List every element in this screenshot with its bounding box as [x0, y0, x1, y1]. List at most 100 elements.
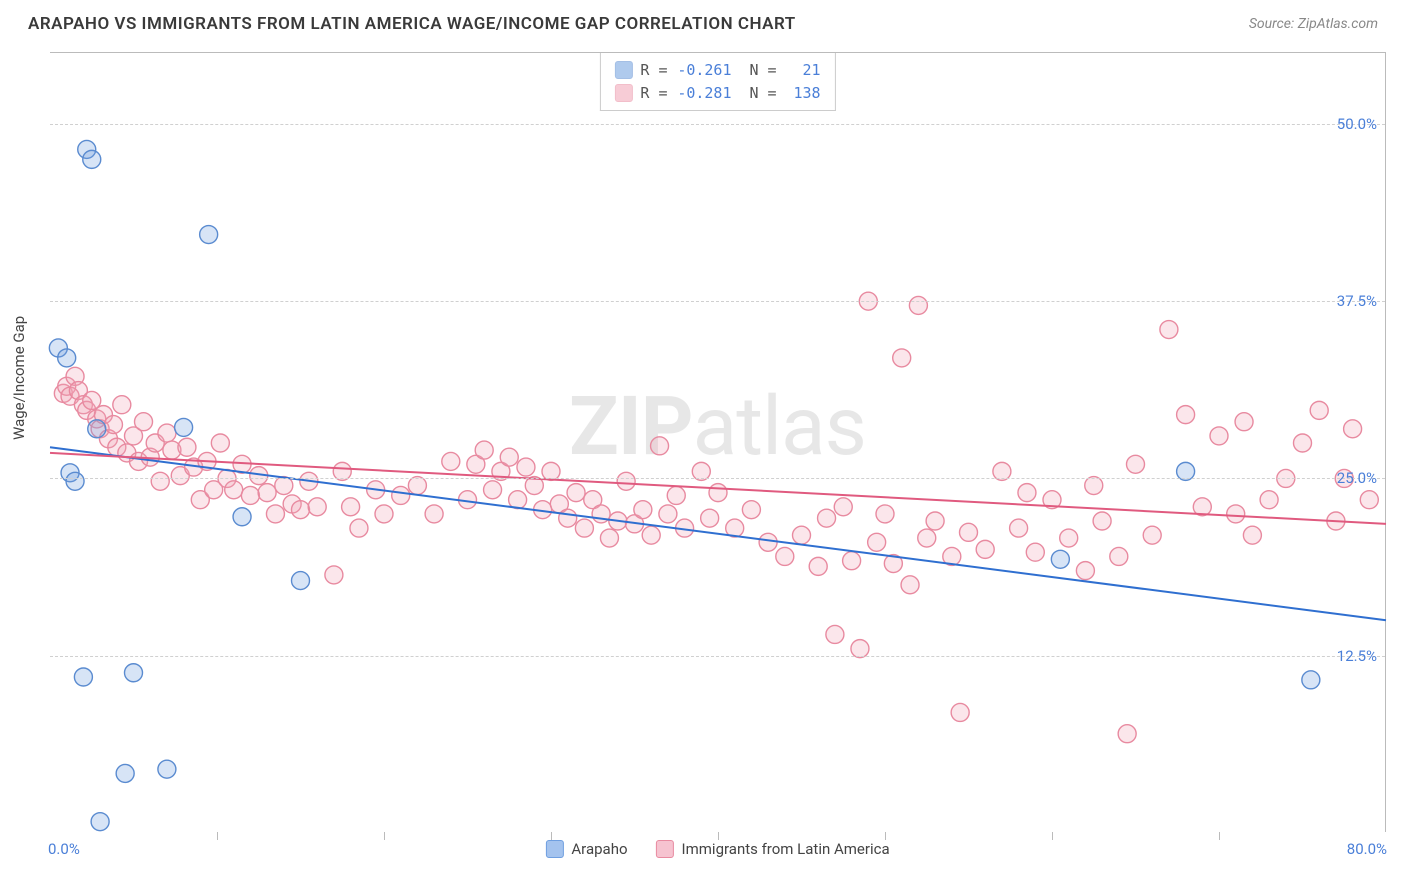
chart-title: ARAPAHO VS IMMIGRANTS FROM LATIN AMERICA…	[28, 14, 796, 34]
legend-swatch	[545, 840, 563, 858]
data-point	[484, 481, 502, 499]
data-point	[826, 625, 844, 643]
series-swatch	[614, 61, 632, 79]
x-tick	[217, 832, 218, 840]
data-point	[600, 529, 618, 547]
data-point	[225, 481, 243, 499]
chart-area: ZIPatlas R =-0.261N =21R =-0.281N =138 A…	[50, 52, 1386, 832]
data-point	[1093, 512, 1111, 530]
data-point	[1243, 526, 1261, 544]
data-point	[834, 498, 852, 516]
x-tick	[885, 832, 886, 840]
legend-item: Immigrants from Latin America	[656, 840, 890, 858]
data-point	[667, 486, 685, 504]
data-point	[1210, 427, 1228, 445]
data-point	[1160, 321, 1178, 339]
stats-legend: R = -0.261 N = 21R =-0.281N =138	[599, 53, 835, 111]
data-point	[151, 472, 169, 490]
data-point	[175, 418, 193, 436]
data-point	[1235, 413, 1253, 431]
gridline	[50, 656, 1385, 657]
data-point	[909, 296, 927, 314]
data-point	[960, 523, 978, 541]
data-point	[258, 484, 276, 502]
n-label: N =	[750, 59, 777, 82]
series-swatch	[614, 84, 632, 102]
data-point	[809, 557, 827, 575]
data-point	[659, 505, 677, 523]
data-point	[742, 501, 760, 519]
data-point	[392, 486, 410, 504]
data-point	[642, 526, 660, 544]
data-point	[701, 509, 719, 527]
data-point	[876, 505, 894, 523]
x-tick	[718, 832, 719, 840]
data-point	[1302, 671, 1320, 689]
legend-label: Immigrants from Latin America	[682, 840, 890, 858]
r-value: -0.261	[676, 59, 732, 82]
bottom-legend: Arapaho Immigrants from Latin America	[545, 840, 889, 858]
data-point	[425, 505, 443, 523]
data-point	[1360, 491, 1378, 509]
data-point	[88, 420, 106, 438]
data-point	[1344, 420, 1362, 438]
data-point	[211, 434, 229, 452]
data-point	[1026, 543, 1044, 561]
data-point	[1118, 725, 1136, 743]
data-point	[74, 668, 92, 686]
data-point	[1143, 526, 1161, 544]
data-point	[83, 150, 101, 168]
data-point	[1227, 505, 1245, 523]
y-tick-label: 12.5%	[1337, 647, 1377, 665]
data-point	[843, 552, 861, 570]
n-value: 138	[785, 82, 821, 105]
y-tick-label: 25.0%	[1337, 469, 1377, 487]
data-point	[342, 498, 360, 516]
x-min-label: 0.0%	[48, 840, 80, 858]
y-tick-label: 50.0%	[1337, 115, 1377, 133]
data-point	[709, 484, 727, 502]
data-point	[1260, 491, 1278, 509]
data-point	[1076, 562, 1094, 580]
data-point	[818, 509, 836, 527]
x-tick	[1219, 832, 1220, 840]
data-point	[559, 509, 577, 527]
data-point	[901, 576, 919, 594]
data-point	[178, 438, 196, 456]
source-label: Source: ZipAtlas.com	[1249, 16, 1378, 32]
data-point	[500, 448, 518, 466]
data-point	[158, 424, 176, 442]
data-point	[868, 533, 886, 551]
data-point	[1051, 550, 1069, 568]
x-tick	[384, 832, 385, 840]
n-value: 21	[785, 59, 821, 82]
y-tick-label: 37.5%	[1337, 292, 1377, 310]
x-tick	[551, 832, 552, 840]
data-point	[1110, 547, 1128, 565]
data-point	[651, 437, 669, 455]
stats-row: R = -0.261 N = 21	[614, 59, 820, 82]
legend-label: Arapaho	[571, 840, 627, 858]
data-point	[116, 764, 134, 782]
scatter-plot-svg	[50, 53, 1385, 832]
data-point	[125, 664, 143, 682]
data-point	[776, 547, 794, 565]
data-point	[634, 501, 652, 519]
data-point	[350, 519, 368, 537]
data-point	[58, 349, 76, 367]
data-point	[442, 452, 460, 470]
data-point	[375, 505, 393, 523]
stats-row: R =-0.281N =138	[614, 82, 820, 105]
data-point	[1060, 529, 1078, 547]
data-point	[200, 226, 218, 244]
data-point	[158, 760, 176, 778]
r-label: R =	[640, 59, 667, 82]
data-point	[104, 416, 122, 434]
gridline	[50, 124, 1385, 125]
r-label: R =	[640, 82, 667, 105]
data-point	[475, 441, 493, 459]
data-point	[308, 498, 326, 516]
data-point	[793, 526, 811, 544]
data-point	[91, 813, 109, 831]
data-point	[567, 484, 585, 502]
